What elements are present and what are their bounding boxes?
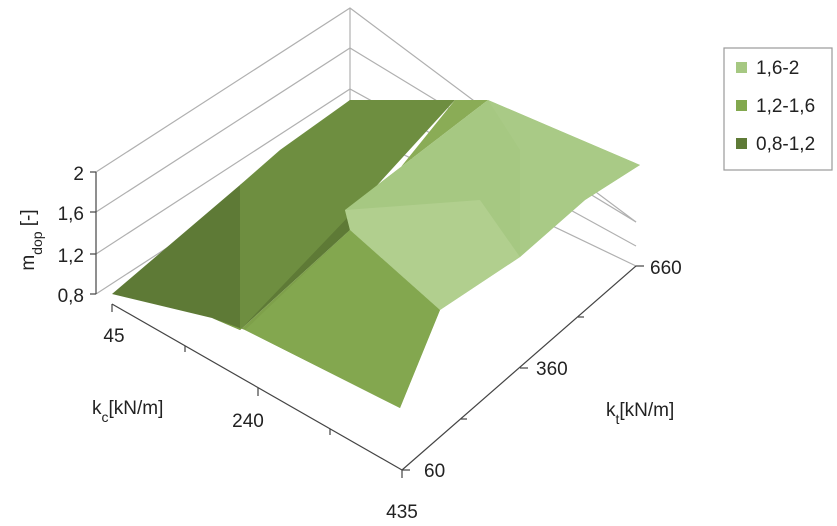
- y-axis-line: [401, 265, 637, 471]
- z-tick-label-0-8: 0,8: [58, 286, 84, 307]
- x-axis-title: kc[kN/m]: [92, 398, 163, 425]
- x-tick-label-45: 45: [103, 326, 124, 347]
- z-axis-title: mdop [-]: [18, 209, 45, 270]
- legend-label-0-8-1-2: 0,8-1,2: [756, 134, 815, 155]
- z-tick-label-1-6: 1,6: [58, 204, 84, 225]
- legend-swatch-0-8-1-2: [736, 138, 747, 149]
- legend-swatch-1-2-1-6: [736, 100, 747, 111]
- y-tick-label-360: 360: [536, 359, 568, 380]
- y-tick-label-60: 60: [424, 461, 445, 482]
- surface-band-high-front: [345, 200, 520, 310]
- legend: 1,6-2 1,2-1,6 0,8-1,2: [723, 47, 833, 171]
- x-tick-label-435: 435: [386, 502, 418, 523]
- z-tick-label-2: 2: [73, 164, 84, 185]
- y-axis-title: kt[kN/m]: [606, 400, 674, 427]
- surface-band-high-right: [488, 100, 640, 257]
- legend-swatch-1-6-2: [736, 62, 747, 73]
- surface-band-front-edge: [245, 230, 440, 408]
- y-tick-label-660: 660: [650, 258, 682, 279]
- legend-label-1-2-1-6: 1,2-1,6: [756, 96, 815, 117]
- legend-label-1-6-2: 1,6-2: [756, 58, 799, 79]
- z-tick-label-1-2: 1,2: [58, 246, 84, 267]
- x-tick-label-240: 240: [232, 411, 264, 432]
- axes: [90, 171, 644, 478]
- surface: [112, 100, 640, 408]
- x-axis-line: [111, 303, 403, 471]
